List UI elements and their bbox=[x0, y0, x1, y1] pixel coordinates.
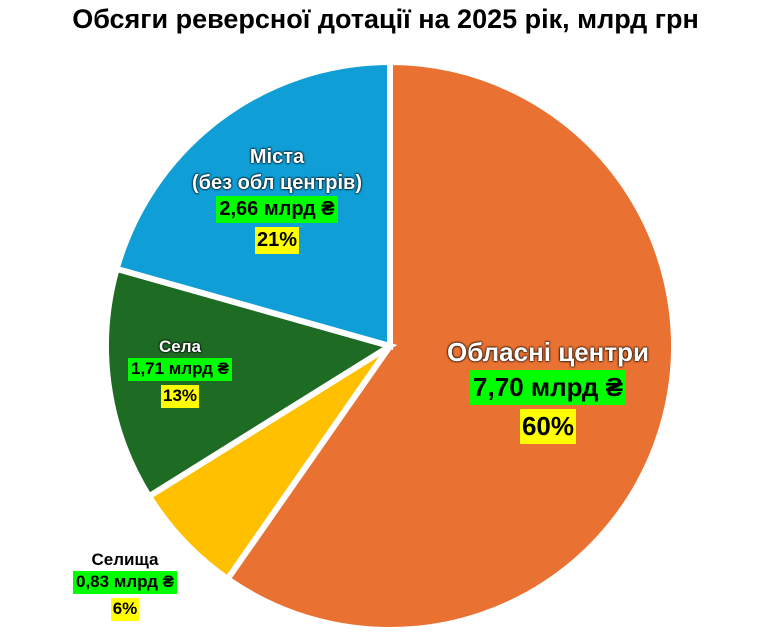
category-label: Селища bbox=[91, 550, 159, 569]
value-label: 7,70 млрд ₴ bbox=[470, 369, 626, 405]
pie-slice bbox=[103, 265, 398, 501]
slice-label: Селища 0,83 млрд ₴ 6% bbox=[73, 549, 177, 621]
percent-label: 21% bbox=[254, 227, 300, 254]
slice-label: Села 1,71 млрд ₴ 13% bbox=[128, 336, 232, 408]
percent-label: 6% bbox=[110, 598, 140, 621]
percent-label: 60% bbox=[519, 408, 577, 444]
chart-title: Обсяги реверсної дотації на 2025 рік, мл… bbox=[72, 4, 699, 34]
slice-label: Обласні центри 7,70 млрд ₴ 60% bbox=[447, 336, 649, 444]
category-label: Міста (без обл центрів) bbox=[192, 146, 362, 194]
value-label: 2,66 млрд ₴ bbox=[216, 196, 338, 223]
value-label: 0,83 млрд ₴ bbox=[73, 571, 177, 595]
category-label: Села bbox=[159, 337, 201, 356]
percent-label: 13% bbox=[160, 385, 200, 408]
category-label: Обласні центри bbox=[447, 337, 649, 367]
slice-label: Міста (без обл центрів) 2,66 млрд ₴ 21% bbox=[192, 144, 362, 254]
value-label: 1,71 млрд ₴ bbox=[128, 358, 232, 382]
pie-slice bbox=[223, 58, 677, 633]
